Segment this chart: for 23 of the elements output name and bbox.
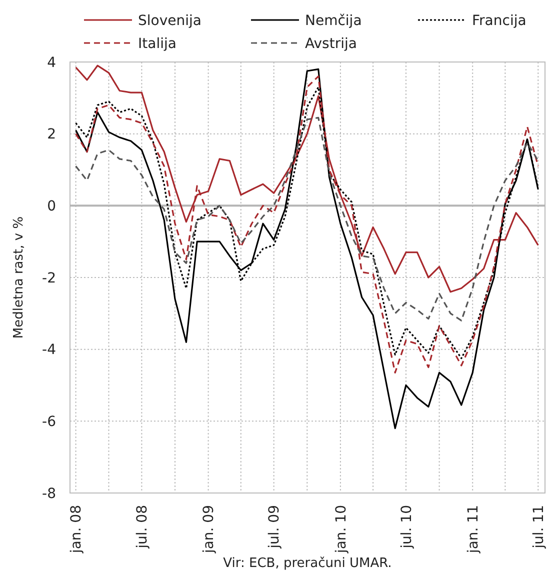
y-tick-label: 2 <box>47 126 56 143</box>
legend-label: Francija <box>472 13 526 29</box>
legend-label: Slovenija <box>138 13 202 29</box>
x-tick-label: jan. 10 <box>333 505 350 554</box>
y-tick-label: -4 <box>42 342 56 358</box>
x-tick-label: jul. 11 <box>531 505 548 550</box>
y-tick-label: 4 <box>47 54 56 71</box>
x-tick-label: jan. 11 <box>465 505 482 554</box>
x-tick-label: jan. 09 <box>201 505 218 554</box>
legend-label: Nemčija <box>305 13 362 29</box>
x-tick-label: jan. 08 <box>68 505 85 554</box>
legend-label: Italija <box>138 36 176 52</box>
y-axis-title: Medletna rast, v % <box>12 216 27 339</box>
line-series <box>74 116 539 322</box>
y-tick-label: -8 <box>42 486 56 502</box>
y-tick-label: -2 <box>42 270 56 286</box>
x-tick-label: jul. 08 <box>134 505 151 550</box>
y-tick-label: -6 <box>42 414 56 430</box>
x-tick-label: jul. 09 <box>266 505 283 550</box>
x-tick-label: jul. 10 <box>398 505 415 550</box>
legend-label: Avstrija <box>305 36 357 52</box>
text: Vir: ECB, preračuni UMAR. <box>223 556 392 571</box>
y-tick-label: 0 <box>47 198 56 215</box>
